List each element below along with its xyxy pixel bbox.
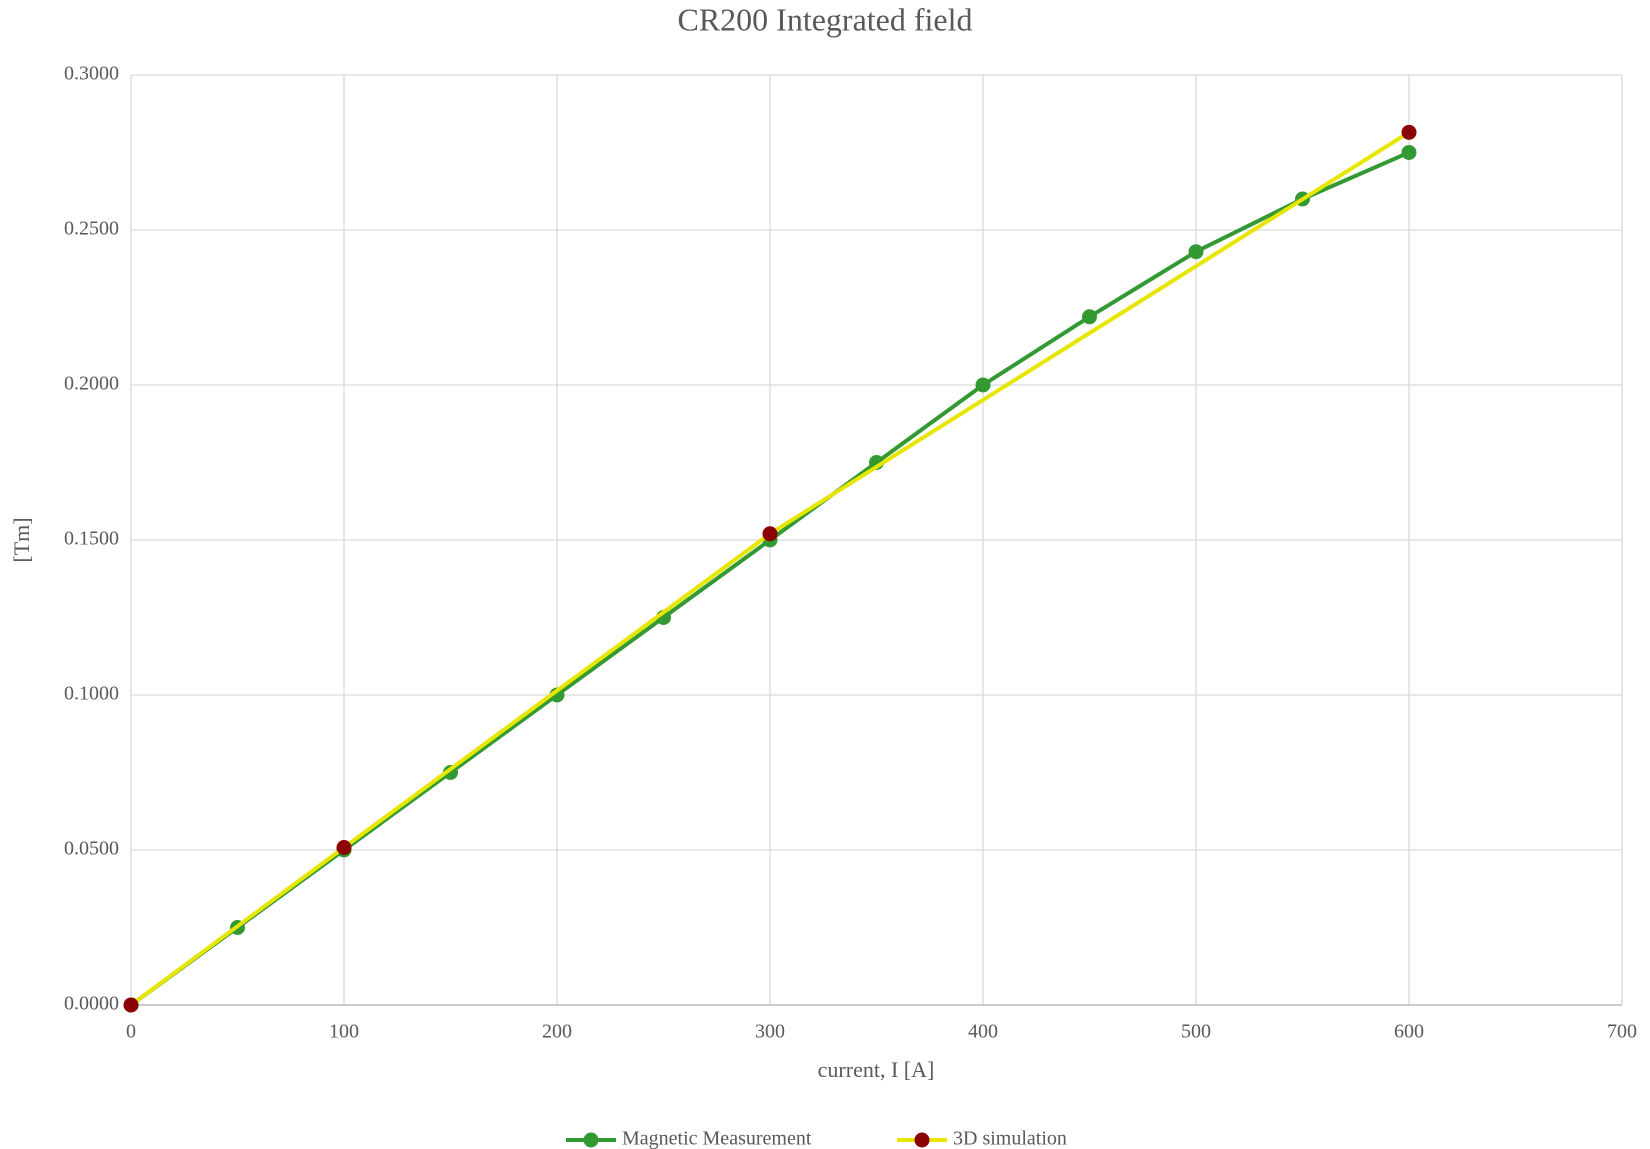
x-tick-label: 100 — [329, 1021, 359, 1043]
y-tick-label: 0.1500 — [64, 528, 119, 550]
legend-label: 3D simulation — [953, 1128, 1067, 1149]
y-tick-label: 0.2000 — [64, 373, 119, 395]
x-axis-label: current, I [A] — [818, 1057, 935, 1082]
x-tick-label: 700 — [1607, 1021, 1637, 1043]
x-tick-label: 200 — [542, 1021, 572, 1043]
legend-marker — [583, 1132, 599, 1148]
y-tick-label: 0.3000 — [64, 63, 119, 85]
data-point — [1188, 244, 1204, 260]
y-tick-label: 0.0500 — [64, 838, 119, 860]
chart-title: CR200 Integrated field — [677, 1, 972, 37]
x-tick-label: 0 — [126, 1021, 136, 1043]
y-tick-label: 0.1000 — [64, 683, 119, 705]
series-line — [129, 130, 1411, 1007]
x-tick-label: 400 — [968, 1021, 998, 1043]
legend-label: Magnetic Measurement — [622, 1128, 812, 1149]
data-point — [1082, 309, 1097, 325]
y-tick-label: 0.2500 — [64, 218, 119, 240]
x-tick-label: 500 — [1181, 1021, 1211, 1043]
data-point — [1401, 124, 1417, 140]
data-point — [1401, 145, 1417, 160]
y-axis-label: [Tm] — [9, 517, 34, 562]
data-point — [123, 997, 139, 1013]
x-tick-label: 600 — [1394, 1021, 1424, 1043]
data-point — [762, 526, 778, 542]
x-tick-label: 300 — [755, 1021, 785, 1043]
legend-marker — [914, 1132, 930, 1148]
data-point — [975, 377, 991, 393]
data-point — [336, 840, 352, 856]
y-tick-label: 0.0000 — [64, 993, 119, 1015]
